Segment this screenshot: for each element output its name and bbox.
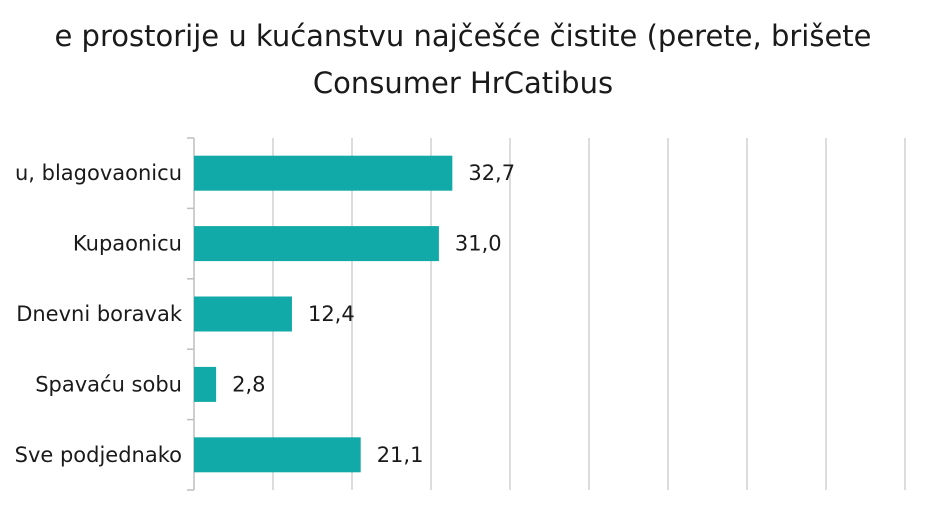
bar [194, 155, 453, 191]
category-label: u, blagovaonicu [15, 161, 182, 185]
data-label: 21,1 [377, 443, 424, 467]
chart-subtitle: Consumer HrCatibus [313, 66, 613, 100]
data-label: 12,4 [308, 302, 355, 326]
gridlines [187, 137, 906, 491]
labels: u, blagovaonicu 32,7 Kupaonicu 31,0 Dnevni b… [15, 161, 515, 467]
category-label: Dnevni boravak [16, 302, 183, 326]
data-label: 2,8 [232, 372, 265, 396]
bar [194, 366, 217, 402]
category-label: Spavaću sobu [35, 372, 182, 396]
chart-title: e prostorije u kućanstvu najčešće čistit… [55, 19, 872, 53]
bars [194, 155, 453, 473]
category-label: Sve podjednako [15, 443, 182, 467]
bar [194, 296, 292, 332]
data-label: 31,0 [455, 232, 502, 256]
data-label: 32,7 [468, 161, 515, 185]
bar [194, 437, 361, 473]
bar [194, 226, 439, 262]
category-label: Kupaonicu [73, 232, 182, 256]
